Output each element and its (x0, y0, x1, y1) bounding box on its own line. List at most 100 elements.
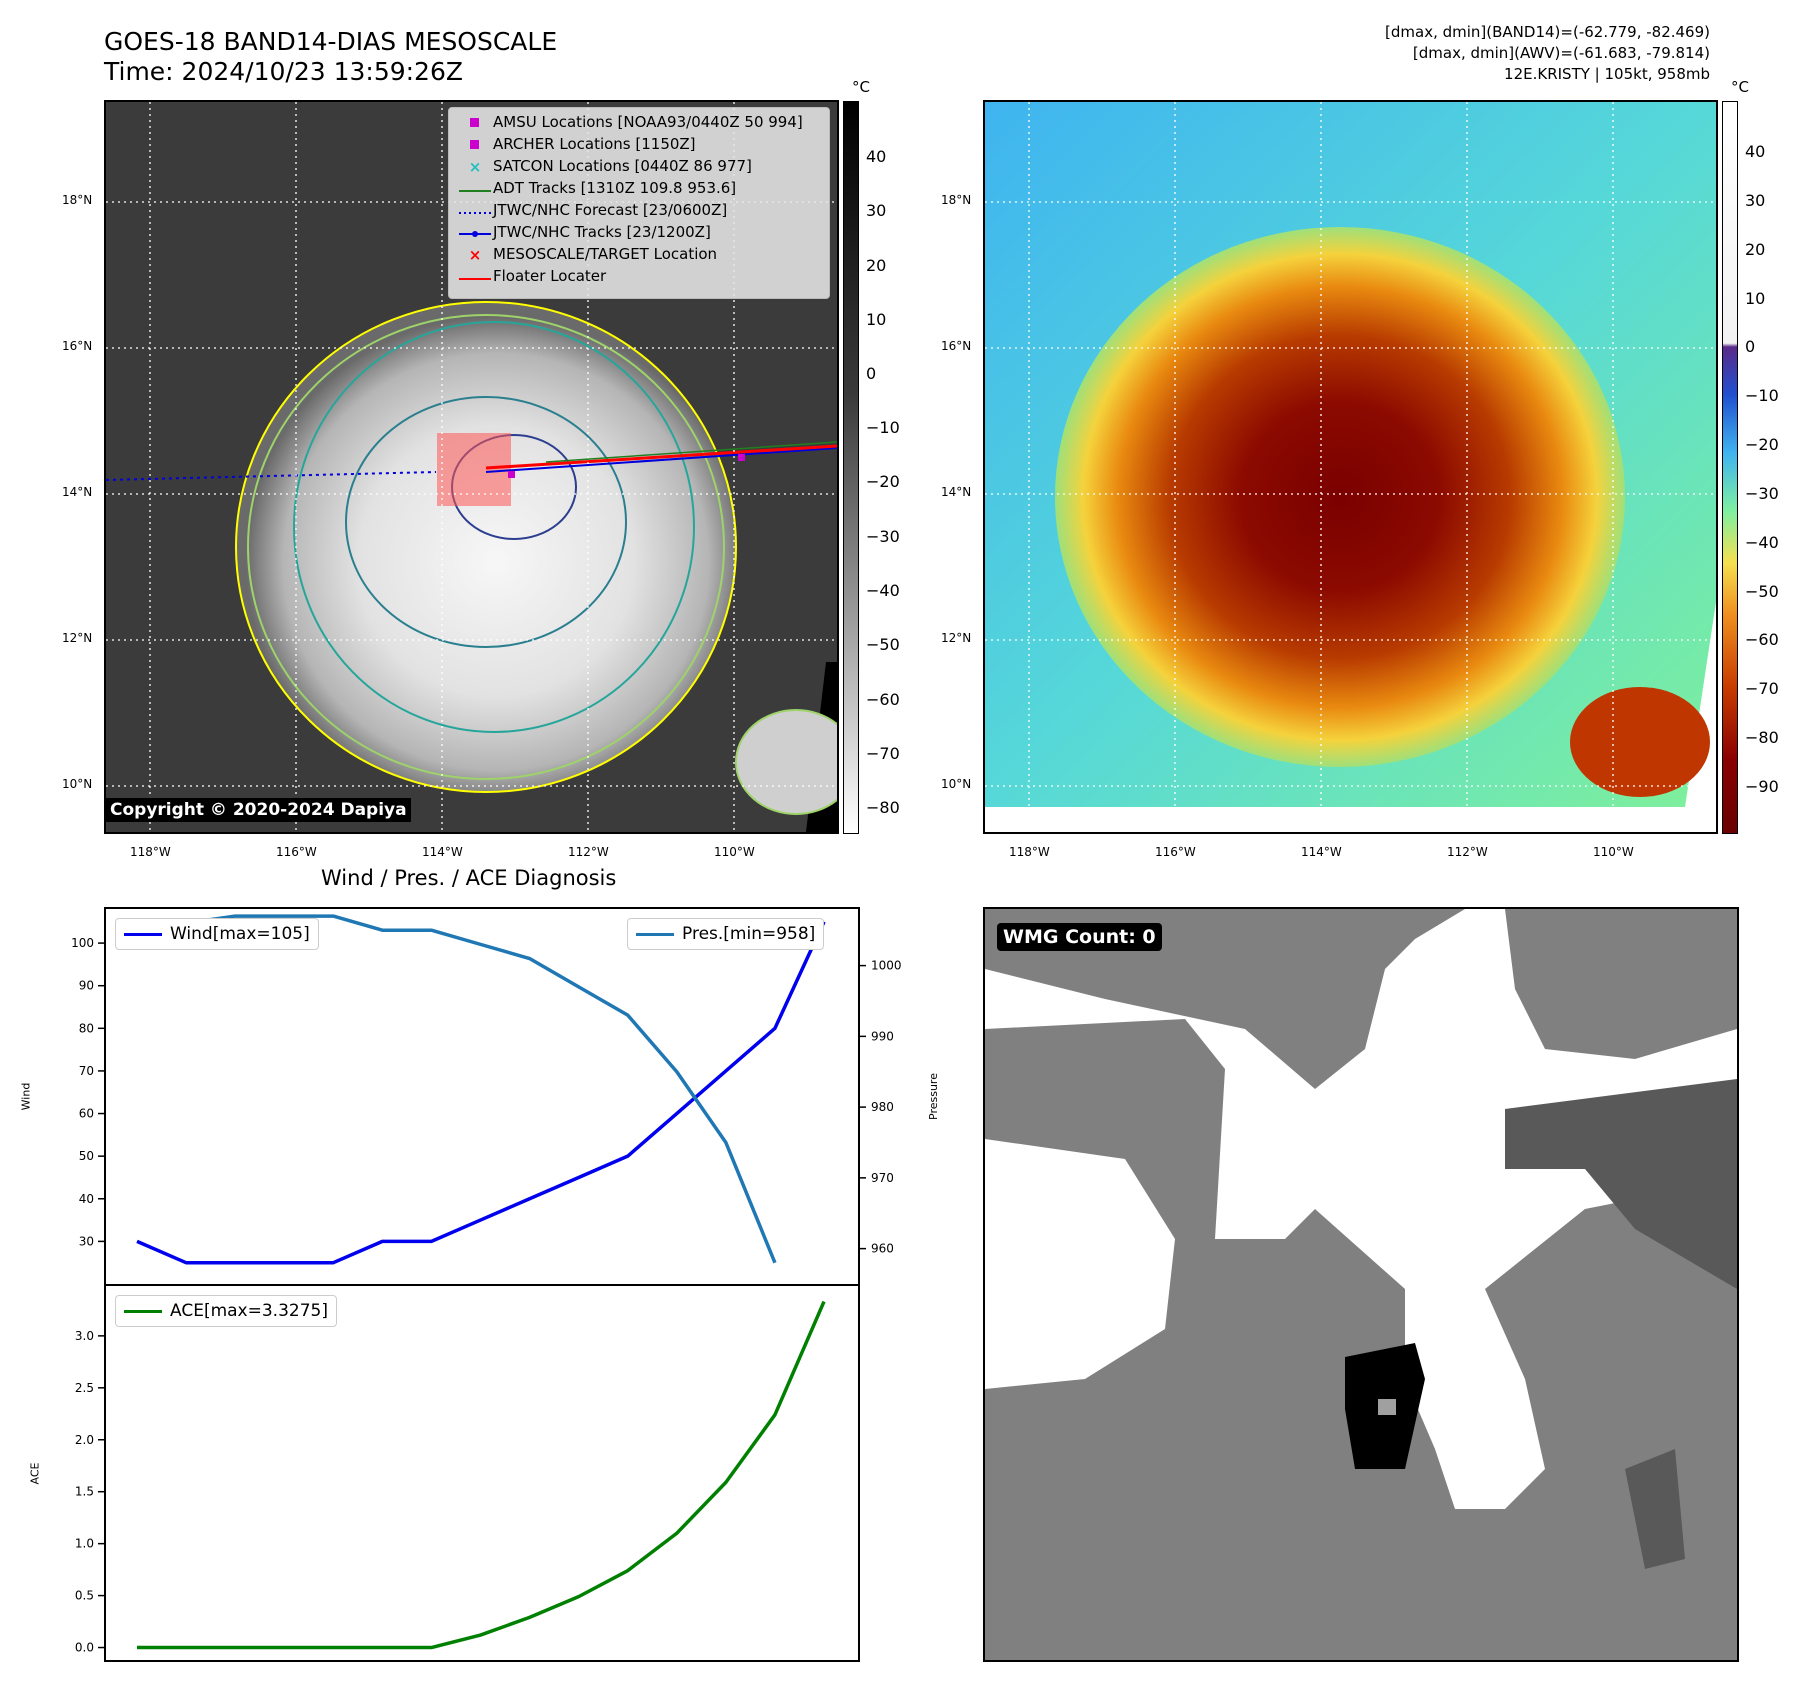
y-tick-label: 100 (71, 936, 94, 950)
color-colorbar-tick: 10 (1745, 289, 1766, 308)
color-lat-tick: 12°N (941, 631, 972, 645)
pressure-legend: Pres.[min=958] (627, 918, 825, 950)
wmg-count-badge: WMG Count: 0 (997, 923, 1162, 951)
wmg-panel: WMG Count: 0 (983, 907, 1739, 1662)
color-colorbar-tick: 20 (1745, 240, 1766, 259)
ir-colorbar-tick: −80 (866, 798, 900, 817)
legend-item-adt: ADT Tracks [1310Z 109.8 953.6] (457, 177, 736, 199)
square-marker-icon (457, 134, 493, 156)
legend-item-floater: Floater Locater (457, 265, 606, 287)
y-tick-label: 3.0 (75, 1329, 94, 1343)
ir-colorbar-tick: 30 (866, 201, 887, 220)
ir-lon-tick: 112°W (568, 845, 609, 859)
info-line2: [dmax, dmin](AWV)=(-61.683, -79.814) (1412, 44, 1710, 62)
ace-panel (104, 1284, 860, 1662)
legend-item-target: × MESOSCALE/TARGET Location (457, 243, 717, 265)
y-tick-label: 1.0 (75, 1537, 94, 1551)
solid-line-icon (457, 266, 493, 288)
y-tick-label: 2.5 (75, 1381, 94, 1395)
color-lon-tick: 110°W (1593, 845, 1634, 859)
color-colorbar (1722, 101, 1738, 834)
ir-lon-tick: 118°W (130, 845, 171, 859)
ir-lat-tick: 16°N (62, 339, 93, 353)
color-colorbar-tick: −70 (1745, 679, 1779, 698)
color-colorbar-tick: 30 (1745, 191, 1766, 210)
info-line3: 12E.KRISTY | 105kt, 958mb (1504, 65, 1710, 83)
ir-colorbar-tick: −50 (866, 635, 900, 654)
color-colorbar-tick: 0 (1745, 337, 1756, 356)
dotted-line-icon (457, 200, 493, 222)
ace-legend-line (124, 1309, 162, 1313)
wind-legend-line (124, 932, 162, 936)
color-lon-tick: 116°W (1155, 845, 1196, 859)
ir-colorbar-tick: 10 (866, 310, 887, 329)
series-line-wind (136, 921, 826, 1265)
pressure-legend-label: Pres.[min=958] (682, 924, 816, 944)
color-lat-tick: 10°N (941, 777, 972, 791)
legend-item-satcon: × SATCON Locations [0440Z 86 977] (457, 155, 752, 177)
y2-tick-label: 990 (871, 1029, 894, 1043)
ir-colorbar-unit: °C (852, 78, 870, 96)
ir-colorbar (843, 101, 859, 834)
y-tick-label: 60 (79, 1107, 94, 1121)
ir-colorbar-tick: 40 (866, 147, 887, 166)
diagnosis-title: Wind / Pres. / ACE Diagnosis (321, 866, 617, 890)
y-tick-label: 1.5 (75, 1485, 94, 1499)
copyright-label: Copyright © 2020-2024 Dapiya (106, 798, 411, 822)
color-colorbar-tick: −80 (1745, 728, 1779, 747)
y-tick-label: 80 (79, 1021, 94, 1035)
ir-colorbar-tick: −40 (866, 581, 900, 600)
color-colorbar-unit: °C (1731, 78, 1749, 96)
ir-lon-tick: 116°W (276, 845, 317, 859)
color-map-image (985, 102, 1716, 832)
legend-item-amsu: AMSU Locations [NOAA93/0440Z 50 994] (457, 111, 803, 133)
y-tick-label: 50 (79, 1149, 94, 1163)
y2-tick-label: 1000 (871, 959, 902, 973)
wind-legend: Wind[max=105] (115, 918, 319, 950)
y-tick-label: 90 (79, 979, 94, 993)
ir-colorbar-tick: −30 (866, 527, 900, 546)
y2-tick-label: 980 (871, 1100, 894, 1114)
series-line-pres (137, 914, 777, 1264)
color-lat-tick: 18°N (941, 193, 972, 207)
title-line1: GOES-18 BAND14-DIAS MESOSCALE (104, 27, 558, 56)
legend-item-tracks: JTWC/NHC Tracks [23/1200Z] (457, 221, 711, 243)
ir-colorbar-tick: −10 (866, 418, 900, 437)
color-lon-tick: 118°W (1009, 845, 1050, 859)
y2-tick-label: 970 (871, 1171, 894, 1185)
ir-colorbar-tick: −70 (866, 744, 900, 763)
ace-legend-label: ACE[max=3.3275] (170, 1301, 328, 1321)
ir-colorbar-tick: −60 (866, 690, 900, 709)
y-tick-label: 0.5 (75, 1589, 94, 1603)
color-colorbar-tick: −50 (1745, 582, 1779, 601)
color-colorbar-tick: −40 (1745, 533, 1779, 552)
ir-colorbar-tick: −20 (866, 472, 900, 491)
ir-colorbar-tick: 20 (866, 256, 887, 275)
track-legend: AMSU Locations [NOAA93/0440Z 50 994] ARC… (448, 107, 830, 299)
series-line-ace (137, 1300, 826, 1650)
ir-colorbar-tick: 0 (866, 364, 877, 383)
pressure-ylabel: Pressure (926, 1073, 940, 1120)
ir-lat-tick: 10°N (62, 777, 93, 791)
color-lat-tick: 14°N (941, 485, 972, 499)
square-marker-icon (457, 112, 493, 134)
y-tick-label: 0.0 (75, 1641, 94, 1655)
color-lon-tick: 114°W (1301, 845, 1342, 859)
y-tick-label: 40 (79, 1192, 94, 1206)
ir-lon-tick: 110°W (714, 845, 755, 859)
info-line1: [dmax, dmin](BAND14)=(-62.779, -82.469) (1385, 23, 1710, 41)
ir-lat-tick: 12°N (62, 631, 93, 645)
ace-legend: ACE[max=3.3275] (115, 1295, 337, 1327)
color-colorbar-tick: −90 (1745, 777, 1779, 796)
color-colorbar-tick: −20 (1745, 435, 1779, 454)
wmg-image (985, 909, 1737, 1660)
y-tick-label: 2.0 (75, 1433, 94, 1447)
title-line2: Time: 2024/10/23 13:59:26Z (104, 57, 463, 86)
color-colorbar-tick: −10 (1745, 386, 1779, 405)
y-tick-label: 70 (79, 1064, 94, 1078)
wind-legend-label: Wind[max=105] (170, 924, 310, 944)
color-colorbar-tick: 40 (1745, 142, 1766, 161)
wind-ylabel: Wind (19, 1082, 33, 1111)
x-marker-icon: × (468, 157, 482, 176)
ir-lon-tick: 114°W (422, 845, 463, 859)
